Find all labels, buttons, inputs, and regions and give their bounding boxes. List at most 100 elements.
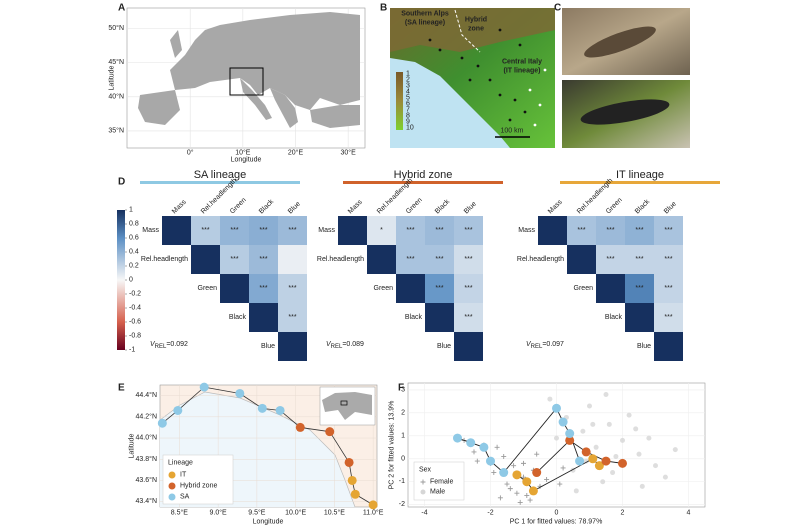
y-tick-label: 50°N [108,24,124,32]
inset-box [340,400,348,406]
female-point [474,458,480,464]
significance-label: *** [664,314,672,321]
male-point [626,412,632,418]
v-rel-label: VREL=0.092 [150,341,188,351]
significance-label: *** [288,285,296,292]
correlation-cell [654,216,683,245]
x-tick-label: 10.0°E [285,509,306,517]
column-label: Blue [663,201,678,216]
route-segment [204,386,240,394]
correlation-cell [454,245,483,274]
significance-label: *** [259,227,267,234]
y-tick-label: 44.0°N [136,434,157,442]
significance-label: *** [606,227,614,234]
row-label: Black [605,314,623,321]
site-point [235,388,245,398]
female-point [504,481,510,487]
column-label: Mass [171,198,188,215]
male-point [606,421,612,427]
lizard [584,26,656,58]
correlation-cell [654,332,683,361]
legend-swatch [168,482,176,490]
significance-label: *** [259,256,267,263]
site-point [347,475,357,485]
inset-land [322,392,372,420]
population-mean [588,454,598,464]
correlation-cell [425,303,454,332]
legend-label: IT [180,472,187,479]
row-label: Blue [437,343,451,350]
legend-label: Male [430,489,445,496]
female-point [527,497,533,503]
significance-label: *** [635,285,643,292]
v-rel-label: VREL=0.097 [526,341,564,351]
male-point [636,451,642,457]
x-tick-label: 8.5°E [171,509,189,517]
correlation-cell [625,216,654,245]
female-point [534,451,540,457]
significance-label: *** [606,256,614,263]
x-axis-label: PC 1 for fitted values: 78.97% [510,519,603,526]
correlation-cell [425,245,454,274]
column-label: Green [605,197,624,216]
correlation-cell [596,274,625,303]
female-point [501,453,507,459]
row-label: Mass [142,227,159,234]
x-tick-label: 9.5°E [248,509,266,517]
site-point [275,405,285,415]
y-tick-label: 1 [401,432,405,439]
colorbar-tick-label: 8 [406,113,410,120]
significance-label: *** [288,314,296,321]
v-symbol: V [326,341,332,348]
lizard [580,99,670,125]
female-point [521,460,526,466]
v-rel-label: VREL=0.089 [326,341,364,351]
colorbar-tick-label: 9 [406,119,410,126]
y-tick-label: 44.2°N [136,412,157,420]
x-tick-label: 30°E [341,149,357,157]
column-label: Mass [547,198,564,215]
population-mean [486,456,495,466]
legend-swatch [168,471,176,479]
correlation-cell [654,274,683,303]
population-mean [479,442,489,452]
male-point [593,444,599,450]
correlation-cell [567,216,596,245]
significance-label: *** [635,256,643,263]
male-point [587,403,592,409]
site-point [325,427,335,437]
population-mean [575,456,585,466]
route-segment [329,431,350,463]
correlation-cell [338,216,367,245]
female-point [560,465,566,471]
correlation-cell [249,274,278,303]
region-sublabel: (IT lineage) [504,68,541,75]
colorbar-tick-label: 1 [129,207,133,214]
colorbar-tick-label: 10 [406,125,414,132]
site-point [257,403,267,413]
site-point [344,457,354,467]
population-mean [581,447,591,457]
y-tick-label: 45°N [108,58,124,66]
male-point [662,474,668,480]
colorbar-tick-label: 7 [406,107,410,114]
significance-label: *** [230,256,238,263]
title-bar [560,181,720,184]
column-label: Green [229,197,248,216]
correlation-cell [396,216,425,245]
significance-label: *** [464,256,472,263]
region-sublabel: (SA lineage) [405,20,445,27]
significance-label: *** [664,285,672,292]
region-label: Hybrid [465,17,487,24]
column-label: Mass [347,198,364,215]
population-mean [565,429,575,439]
route-segment [300,427,330,433]
scale-label: 100 km [501,128,524,135]
y-tick-label: 43.4°N [136,497,157,505]
row-label: Blue [261,343,275,350]
colorbar-tick-label: 2 [406,77,410,84]
correlation-cell [220,274,249,303]
x-tick-label: 0 [555,510,559,517]
panel-label: B [380,3,387,14]
